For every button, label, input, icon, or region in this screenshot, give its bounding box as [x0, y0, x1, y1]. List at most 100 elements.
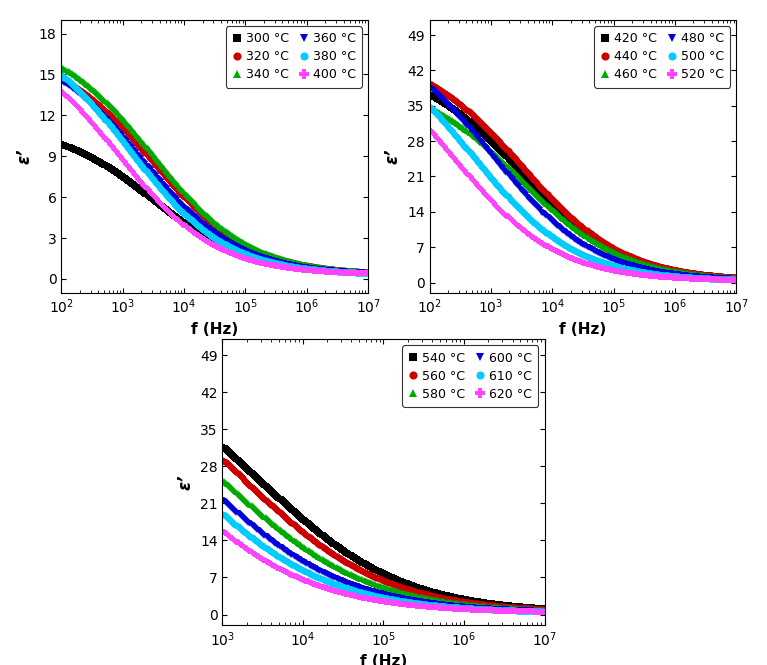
Line: 320 °C: 320 °C: [58, 76, 371, 275]
540 °C: [219, 444, 228, 452]
440 °C: [426, 80, 435, 88]
620 °C: [510, 607, 519, 615]
320 °C: [57, 75, 66, 83]
440 °C: [607, 243, 616, 251]
300 °C: [58, 141, 67, 149]
480 °C: [607, 255, 616, 263]
420 °C: [613, 248, 622, 256]
600 °C: [218, 496, 227, 504]
610 °C: [540, 607, 549, 615]
560 °C: [510, 603, 519, 611]
620 °C: [410, 601, 419, 609]
560 °C: [540, 605, 549, 613]
340 °C: [335, 266, 344, 274]
560 °C: [219, 457, 228, 465]
340 °C: [364, 268, 373, 276]
620 °C: [489, 606, 499, 614]
340 °C: [58, 64, 67, 72]
520 °C: [732, 276, 741, 284]
580 °C: [409, 591, 418, 599]
580 °C: [540, 606, 549, 614]
Line: 560 °C: 560 °C: [219, 456, 548, 612]
460 °C: [607, 247, 617, 255]
420 °C: [732, 274, 741, 282]
380 °C: [364, 269, 373, 277]
540 °C: [218, 443, 227, 451]
460 °C: [703, 272, 713, 280]
610 °C: [510, 606, 519, 614]
540 °C: [489, 600, 499, 608]
Line: 400 °C: 400 °C: [58, 88, 372, 277]
340 °C: [57, 63, 66, 71]
580 °C: [415, 593, 424, 601]
480 °C: [732, 275, 741, 283]
610 °C: [489, 606, 499, 614]
620 °C: [218, 527, 227, 535]
380 °C: [245, 251, 254, 259]
360 °C: [57, 76, 66, 84]
360 °C: [245, 249, 254, 257]
320 °C: [335, 266, 344, 274]
600 °C: [510, 606, 519, 614]
610 °C: [219, 511, 228, 519]
Line: 420 °C: 420 °C: [426, 92, 739, 281]
440 °C: [613, 246, 622, 254]
300 °C: [239, 251, 248, 259]
Y-axis label: ε’: ε’: [176, 474, 194, 490]
340 °C: [245, 242, 254, 250]
480 °C: [703, 273, 713, 281]
300 °C: [57, 140, 66, 148]
580 °C: [489, 603, 499, 611]
300 °C: [245, 253, 254, 261]
460 °C: [683, 269, 693, 277]
540 °C: [540, 604, 549, 612]
Y-axis label: ε’: ε’: [384, 148, 401, 164]
Line: 620 °C: 620 °C: [219, 527, 548, 615]
320 °C: [239, 241, 249, 249]
500 °C: [607, 261, 617, 269]
480 °C: [613, 257, 622, 265]
500 °C: [426, 104, 435, 112]
620 °C: [219, 528, 228, 536]
610 °C: [410, 599, 419, 607]
520 °C: [683, 275, 693, 283]
580 °C: [218, 475, 227, 483]
420 °C: [683, 269, 693, 277]
460 °C: [426, 104, 435, 112]
520 °C: [425, 126, 434, 134]
380 °C: [58, 72, 67, 80]
Line: 610 °C: 610 °C: [219, 511, 548, 614]
420 °C: [425, 90, 434, 98]
380 °C: [239, 249, 248, 257]
620 °C: [540, 608, 549, 616]
600 °C: [410, 597, 419, 604]
400 °C: [335, 269, 344, 277]
Y-axis label: ε’: ε’: [15, 148, 33, 164]
440 °C: [425, 80, 434, 88]
360 °C: [364, 269, 373, 277]
Line: 340 °C: 340 °C: [58, 64, 371, 275]
320 °C: [245, 243, 254, 251]
600 °C: [489, 604, 499, 612]
620 °C: [415, 602, 424, 610]
520 °C: [607, 266, 617, 274]
Legend: 300 °C, 320 °C, 340 °C, 360 °C, 380 °C, 400 °C: 300 °C, 320 °C, 340 °C, 360 °C, 380 °C, …: [226, 26, 362, 88]
300 °C: [315, 266, 324, 274]
610 °C: [415, 600, 424, 608]
460 °C: [613, 250, 622, 258]
540 °C: [409, 582, 418, 590]
460 °C: [425, 104, 434, 112]
300 °C: [364, 269, 373, 277]
460 °C: [732, 274, 741, 282]
380 °C: [57, 71, 66, 79]
440 °C: [703, 271, 713, 279]
500 °C: [613, 263, 622, 271]
540 °C: [415, 584, 424, 592]
520 °C: [703, 275, 713, 283]
X-axis label: f (Hz): f (Hz): [191, 322, 239, 336]
420 °C: [607, 245, 616, 253]
Line: 520 °C: 520 °C: [426, 126, 740, 283]
600 °C: [219, 497, 228, 505]
360 °C: [335, 267, 344, 275]
500 °C: [607, 261, 616, 269]
